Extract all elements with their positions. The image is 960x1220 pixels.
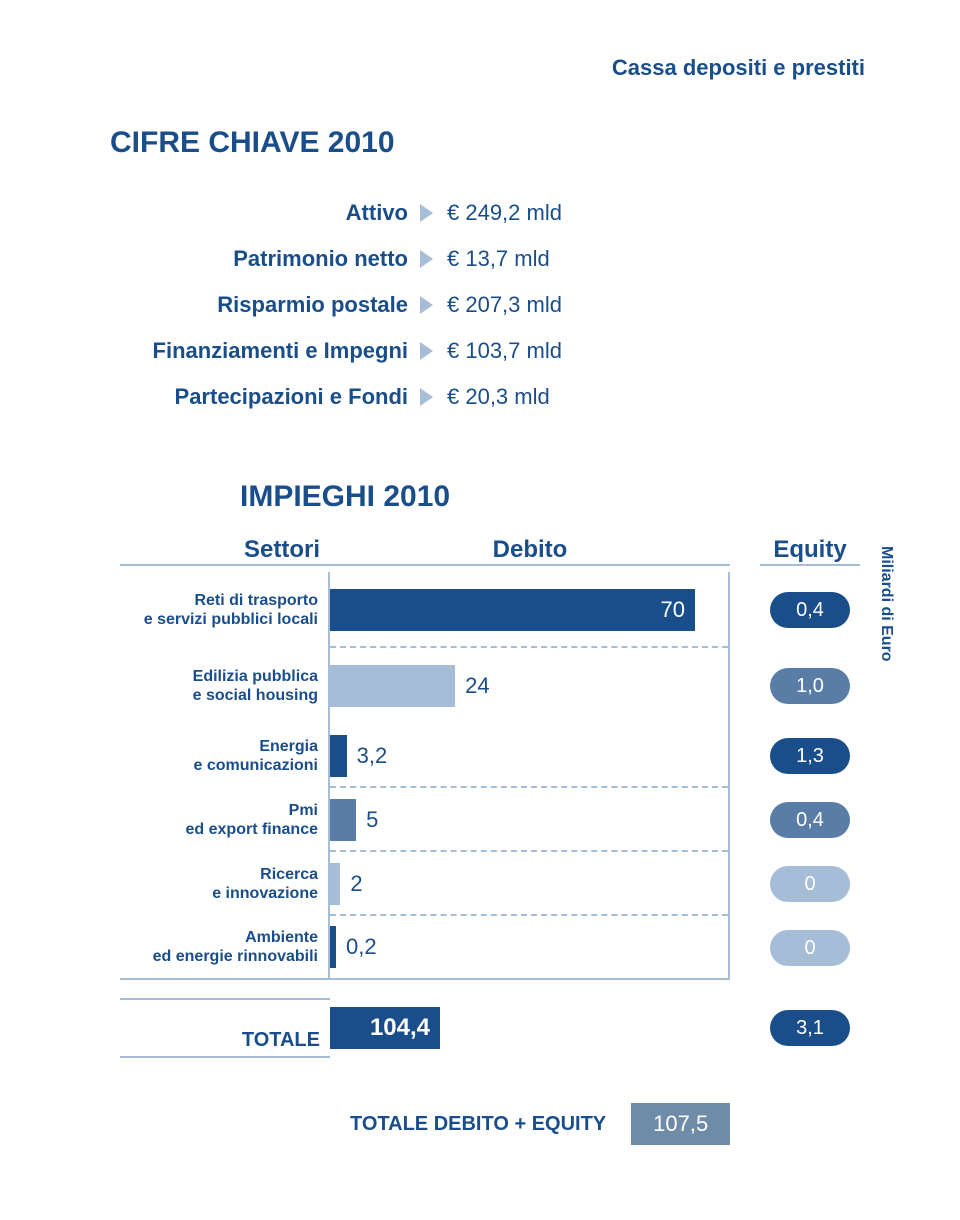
equity-pill: 0,4 (770, 592, 850, 628)
header-settori: Settori (120, 536, 330, 566)
bar-column: 0,2 (330, 916, 730, 980)
equity-pill: 0,4 (770, 802, 850, 838)
equity-pill: 0 (770, 866, 850, 902)
sector-label: Pmied export finance (120, 788, 330, 852)
cifre-label: Attivo (110, 200, 420, 226)
grand-total: TOTALE DEBITO + EQUITY 107,5 (350, 1103, 885, 1145)
cifre-label: Finanziamenti e Impegni (110, 338, 420, 364)
bar (330, 735, 347, 777)
chart-row: Ambienteed energie rinnovabili 0,2 0 (120, 916, 885, 980)
cifre-row: Finanziamenti e Impegni € 103,7 mld (110, 328, 885, 374)
bar-value: 70 (661, 597, 685, 623)
bar-column: 3,2 (330, 724, 730, 788)
bar-value: 0,2 (346, 934, 377, 960)
cifre-label: Partecipazioni e Fondi (110, 384, 420, 410)
grand-total-value: 107,5 (631, 1103, 730, 1145)
equity-column: 0 (760, 852, 860, 916)
grand-total-label: TOTALE DEBITO + EQUITY (350, 1113, 606, 1136)
chart-row: Edilizia pubblicae social housing 24 1,0 (120, 648, 885, 724)
cifre-value: € 13,7 mld (447, 246, 550, 272)
chart-row: Pmied export finance 5 0,4 (120, 788, 885, 852)
sector-label: Ricercae innovazione (120, 852, 330, 916)
sector-label: Edilizia pubblicae social housing (120, 648, 330, 724)
equity-column: 1,3 (760, 724, 860, 788)
bar (330, 863, 340, 905)
cifre-row: Risparmio postale € 207,3 mld (110, 282, 885, 328)
bar-column: 2 (330, 852, 730, 916)
total-label: TOTALE (120, 998, 330, 1058)
cifre-label: Patrimonio netto (110, 246, 420, 272)
brand-header: Cassa depositi e prestiti (100, 55, 885, 81)
impieghi-chart: Miliardi di Euro Settori Debito Equity R… (120, 536, 885, 1145)
arrow-icon (420, 388, 433, 406)
total-equity-value: 3,1 (796, 1017, 824, 1040)
cifre-title: CIFRE CHIAVE 2010 (110, 126, 885, 160)
equity-column: 0 (760, 916, 860, 980)
total-debito-col: 104,4 (330, 998, 730, 1058)
sector-label: Reti di trasportoe servizi pubblici loca… (120, 572, 330, 648)
cifre-value: € 103,7 mld (447, 338, 562, 364)
header-equity: Equity (760, 536, 860, 566)
bar (330, 799, 356, 841)
equity-column: 0,4 (760, 572, 860, 648)
bar (330, 926, 336, 968)
equity-column: 1,0 (760, 648, 860, 724)
impieghi-title: IMPIEGHI 2010 (240, 480, 885, 514)
arrow-icon (420, 250, 433, 268)
cifre-row: Patrimonio netto € 13,7 mld (110, 236, 885, 282)
chart-row: Ricercae innovazione 2 0 (120, 852, 885, 916)
total-equity-pill: 3,1 (770, 1010, 850, 1046)
chart-row: Reti di trasportoe servizi pubblici loca… (120, 572, 885, 648)
total-bar: 104,4 (330, 1007, 440, 1049)
cifre-value: € 249,2 mld (447, 200, 562, 226)
bar-column: 70 (330, 572, 730, 648)
total-debito-value: 104,4 (370, 1014, 430, 1042)
equity-pill: 0 (770, 930, 850, 966)
bar-value: 5 (366, 807, 378, 833)
cifre-label: Risparmio postale (110, 292, 420, 318)
header-debito: Debito (330, 536, 730, 566)
sector-label: Energiae comunicazioni (120, 724, 330, 788)
bar-value: 3,2 (357, 743, 388, 769)
total-equity-col: 3,1 (760, 998, 860, 1058)
arrow-icon (420, 342, 433, 360)
arrow-icon (420, 204, 433, 222)
total-row: TOTALE 104,4 3,1 (120, 998, 885, 1058)
bar (330, 665, 455, 707)
sector-label: Ambienteed energie rinnovabili (120, 916, 330, 980)
cifre-row: Attivo € 249,2 mld (110, 190, 885, 236)
bar-value: 24 (465, 673, 489, 699)
cifre-value: € 20,3 mld (447, 384, 550, 410)
chart-headers: Settori Debito Equity (120, 536, 885, 566)
cifre-value: € 207,3 mld (447, 292, 562, 318)
cifre-row: Partecipazioni e Fondi € 20,3 mld (110, 374, 885, 420)
bar-column: 24 (330, 648, 730, 724)
bar-column: 5 (330, 788, 730, 852)
equity-pill: 1,0 (770, 668, 850, 704)
chart-row: Energiae comunicazioni 3,2 1,3 (120, 724, 885, 788)
bar: 70 (330, 589, 695, 631)
equity-column: 0,4 (760, 788, 860, 852)
equity-pill: 1,3 (770, 738, 850, 774)
arrow-icon (420, 296, 433, 314)
cifre-rows: Attivo € 249,2 mld Patrimonio netto € 13,7 … (110, 190, 885, 420)
bar-value: 2 (350, 871, 362, 897)
